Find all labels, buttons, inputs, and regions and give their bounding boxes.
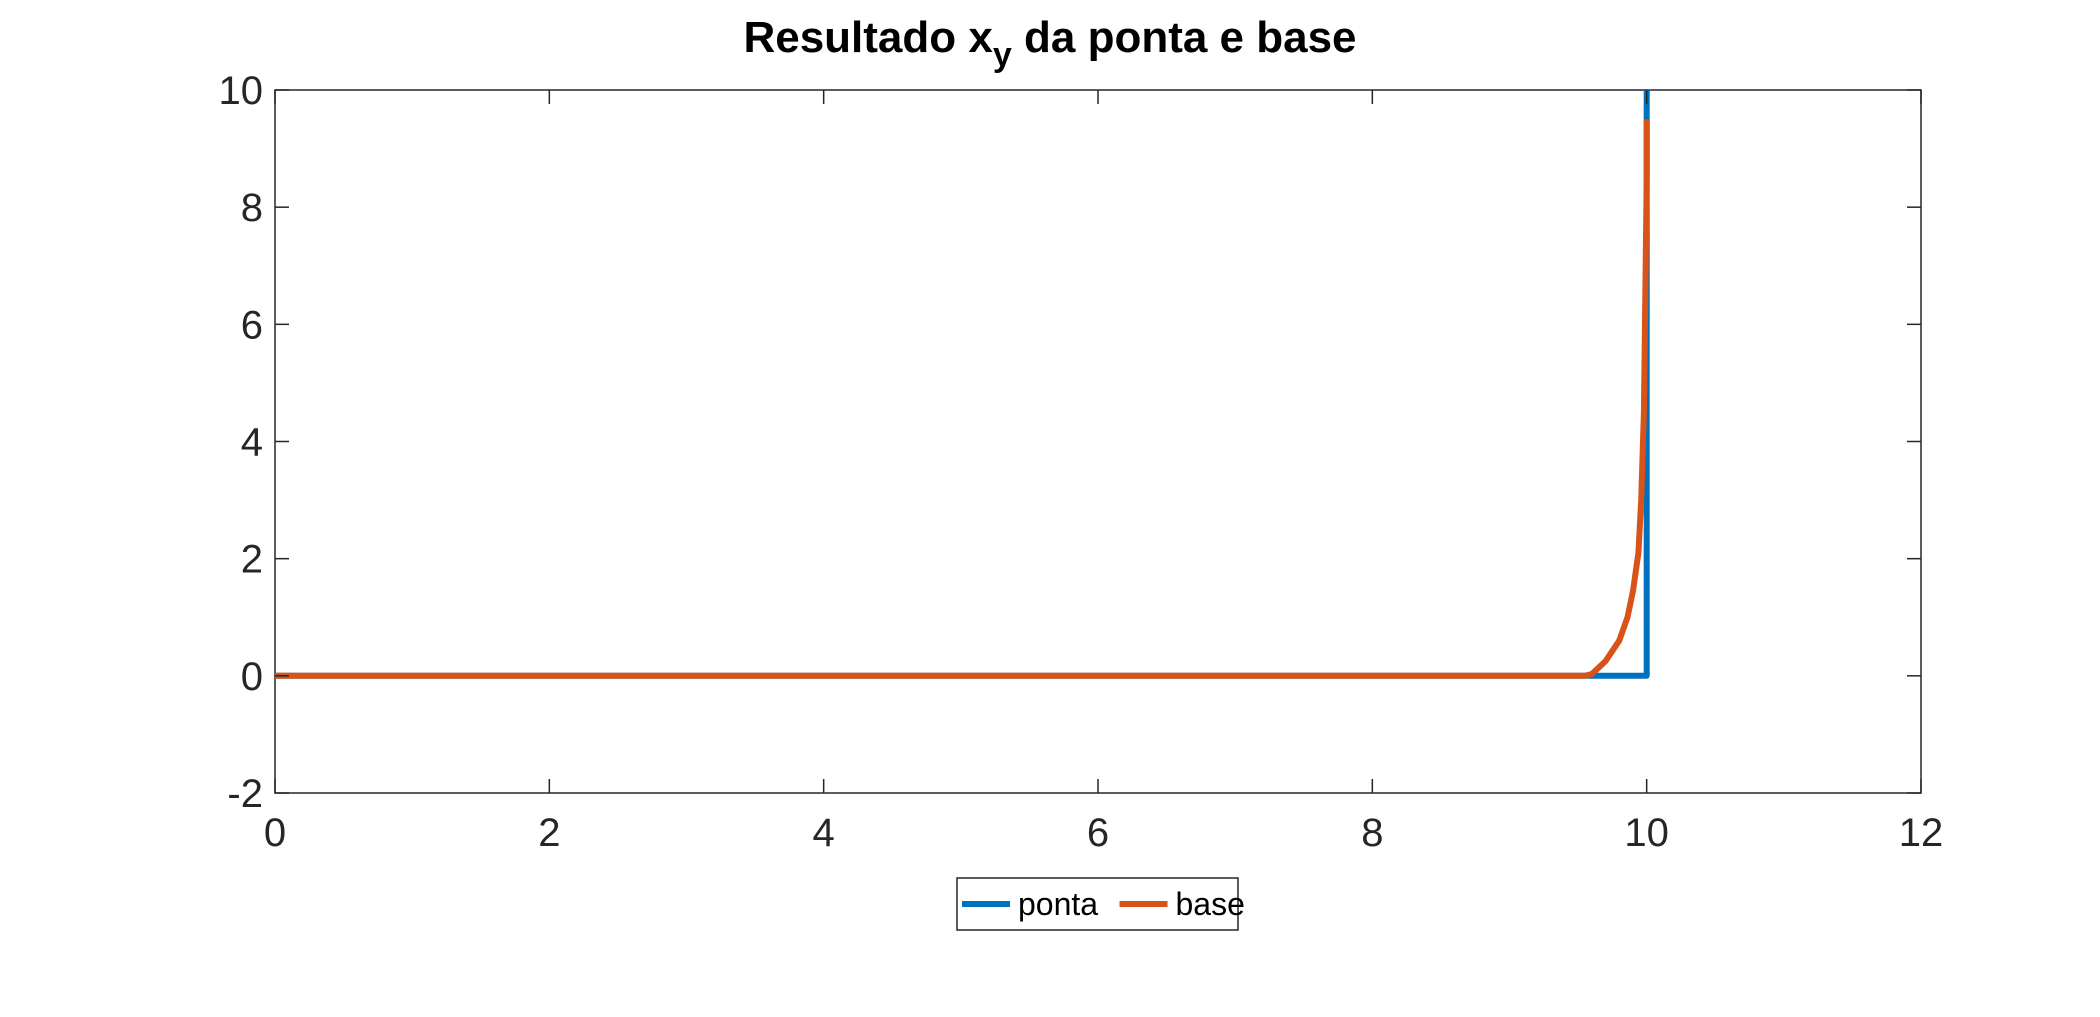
series-layer — [275, 90, 1650, 679]
y-tick-label: -2 — [227, 772, 263, 816]
y-tick-label: 10 — [219, 69, 264, 113]
x-tick-label: 6 — [1087, 811, 1109, 855]
y-tick-label: 4 — [241, 421, 263, 465]
x-tick-label: 8 — [1361, 811, 1383, 855]
x-tick-label: 12 — [1899, 811, 1944, 855]
y-tick-label: 0 — [241, 655, 263, 699]
x-tick-label: 4 — [813, 811, 835, 855]
legend: ponta base — [956, 877, 1245, 931]
plot-area — [274, 89, 1922, 794]
y-tick-label: 8 — [241, 186, 263, 230]
x-tick-label: 10 — [1624, 811, 1669, 855]
chart-title-subscript: y — [993, 36, 1012, 74]
x-tick-label: 0 — [264, 811, 286, 855]
y-tick-label: 2 — [241, 538, 263, 582]
legend-label-ponta: ponta — [1018, 886, 1098, 922]
legend-label-base: base — [1176, 886, 1245, 922]
chart-title: Resultado xy da ponta e base — [743, 13, 1356, 74]
x-tick-label: 2 — [538, 811, 560, 855]
y-tick-label: 6 — [241, 303, 263, 347]
series-line-base — [275, 119, 1650, 679]
axes-box — [274, 89, 1922, 794]
